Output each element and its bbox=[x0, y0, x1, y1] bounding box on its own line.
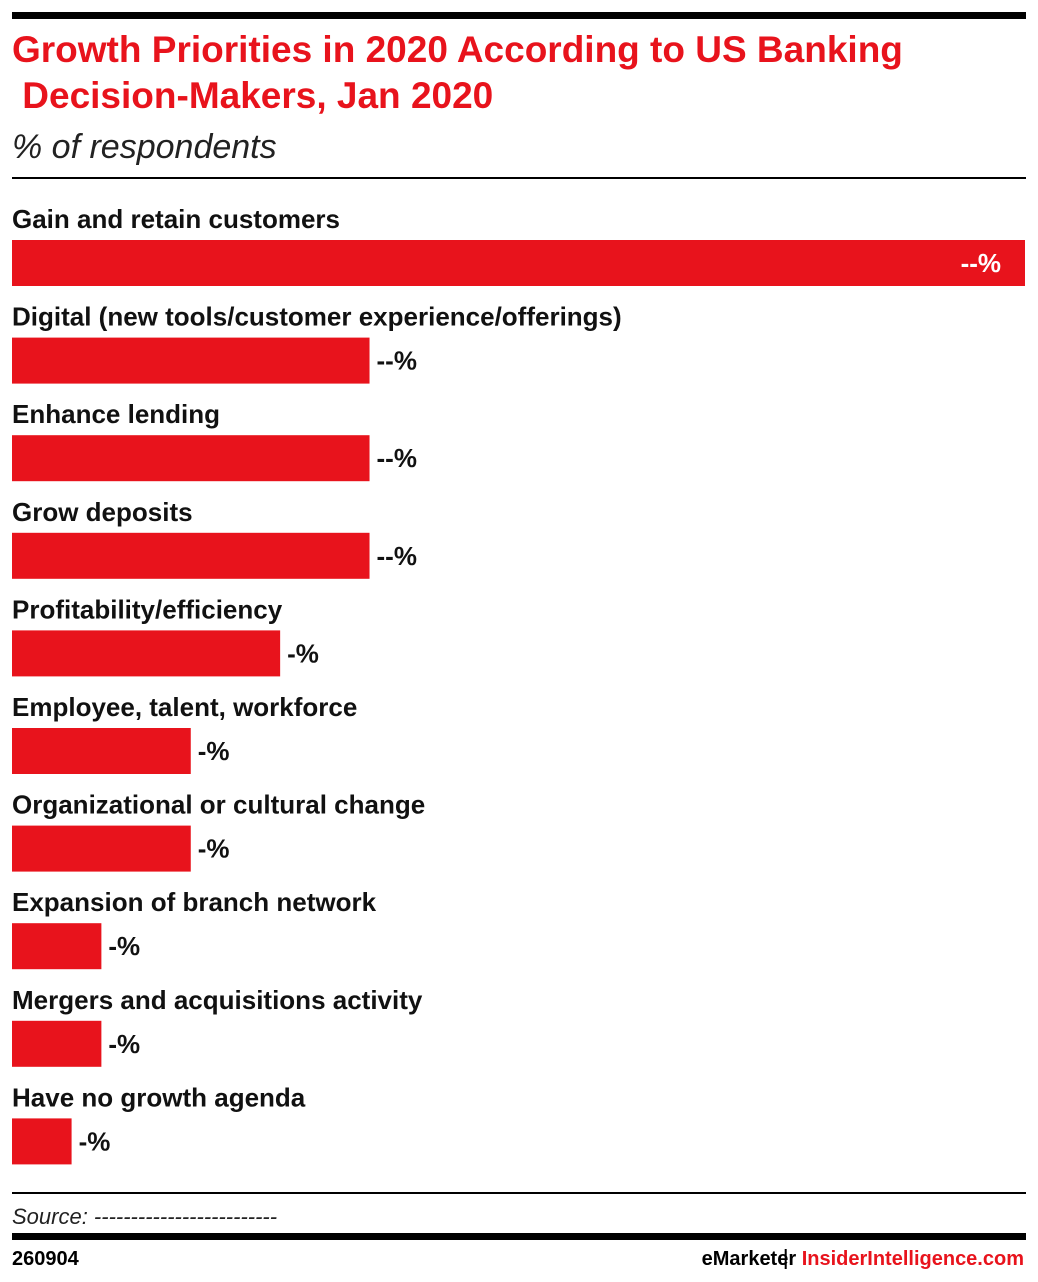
bar bbox=[12, 923, 102, 970]
bar bbox=[12, 240, 1025, 286]
bar bbox=[12, 337, 370, 384]
value-label: -% bbox=[287, 638, 319, 668]
source-rule bbox=[12, 1192, 1026, 1194]
value-label: --% bbox=[377, 541, 417, 571]
value-label: --% bbox=[377, 346, 417, 376]
bar bbox=[12, 1020, 102, 1067]
category-label: Enhance lending bbox=[12, 399, 220, 429]
value-label: --% bbox=[961, 248, 1001, 278]
chart-id: 260904 bbox=[12, 1248, 80, 1270]
top-rule bbox=[12, 12, 1026, 19]
category-label: Have no growth agenda bbox=[12, 1082, 306, 1112]
bar bbox=[12, 532, 370, 579]
category-label: Gain and retain customers bbox=[12, 204, 340, 234]
source: Source: ------------------------- bbox=[12, 1204, 277, 1229]
category-label: Employee, talent, workforce bbox=[12, 692, 357, 722]
header-rule bbox=[12, 177, 1026, 179]
value-label: -% bbox=[108, 1029, 140, 1059]
bar bbox=[12, 825, 191, 872]
value-label: --% bbox=[377, 443, 417, 473]
value-label: -% bbox=[198, 834, 230, 864]
title-line: Growth Priorities in 2020 According to U… bbox=[12, 29, 903, 70]
title-line: Decision-Makers, Jan 2020 bbox=[12, 75, 493, 116]
value-label: -% bbox=[198, 736, 230, 766]
bar bbox=[12, 728, 191, 774]
value-label: -% bbox=[79, 1126, 111, 1156]
bar bbox=[12, 435, 370, 482]
category-label: Digital (new tools/customer experience/o… bbox=[12, 302, 622, 332]
bar bbox=[12, 1118, 72, 1165]
chart-subtitle: % of respondents bbox=[12, 128, 277, 166]
category-label: Grow deposits bbox=[12, 497, 193, 527]
bar bbox=[12, 630, 281, 677]
brand: eMarketer bbox=[702, 1248, 797, 1270]
chart-title: Growth Priorities in 2020 According to U… bbox=[12, 29, 903, 116]
category-label: Mergers and acquisitions activity bbox=[12, 985, 423, 1015]
site: InsiderIntelligence.com bbox=[802, 1248, 1024, 1270]
category-label: Organizational or cultural change bbox=[12, 790, 425, 820]
separator bbox=[784, 1249, 787, 1269]
footer-brand: eMarketer InsiderIntelligence.com bbox=[702, 1248, 1024, 1270]
bottom-rule bbox=[12, 1233, 1026, 1240]
value-label: -% bbox=[108, 931, 140, 961]
category-label: Expansion of branch network bbox=[12, 887, 377, 917]
category-label: Profitability/efficiency bbox=[12, 594, 283, 624]
